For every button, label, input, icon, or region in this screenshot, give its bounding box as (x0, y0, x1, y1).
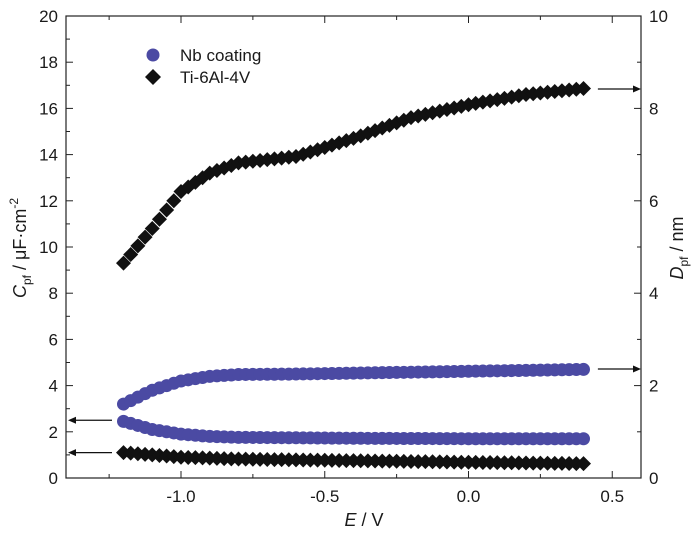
series-2 (116, 445, 591, 472)
y-left-tick-label: 18 (39, 53, 58, 72)
x-tick-label: 0.5 (600, 487, 624, 506)
x-axis-title: E / V (344, 510, 383, 530)
tick-marks (66, 15, 641, 479)
data-point (166, 193, 182, 209)
y-left-tick-label: 2 (49, 423, 58, 442)
y-left-axis-title: Cpf / μF·cm-2 (7, 198, 34, 298)
data-point (159, 202, 175, 218)
y-right-tick-label: 6 (649, 192, 658, 211)
y-right-tick-label: 8 (649, 99, 658, 118)
data-point (576, 456, 591, 472)
y-right-tick-label: 0 (649, 469, 658, 488)
x-tick-label: -1.0 (166, 487, 195, 506)
data-point (577, 432, 590, 446)
y-left-tick-label: 14 (39, 146, 58, 165)
y-left-tick-label: 6 (49, 330, 58, 349)
y-right-tick-label: 2 (649, 377, 658, 396)
data-point (137, 229, 153, 245)
arrow-right-ti-dpf-head (633, 85, 641, 93)
tick-labels: -1.0 -0.5 0.0 0.5 0 2 4 6 8 10 12 14 16 18 20 0 2 4 6 8 10 (39, 7, 668, 506)
legend-label-ti6al4v: Ti-6Al-4V (180, 68, 251, 87)
arrow-left-nb-cpf-head (68, 416, 76, 424)
series-0 (117, 414, 590, 446)
arrow-right-nb-dpf-head (633, 365, 641, 373)
legend-marker-nb-coating (146, 48, 160, 62)
y-left-tick-label: 8 (49, 284, 58, 303)
annotation-arrows (68, 85, 641, 457)
y-left-tick-label: 10 (39, 238, 58, 257)
data-point (577, 362, 590, 376)
data-point (130, 238, 146, 254)
y-left-tick-label: 12 (39, 192, 58, 211)
data-point (576, 81, 591, 97)
legend-marker-ti6al4v (145, 69, 161, 85)
series-3 (116, 81, 591, 271)
y-right-tick-label: 4 (649, 284, 658, 303)
y-right-tick-label: 10 (649, 7, 668, 26)
data-point (123, 247, 139, 263)
y-left-tick-label: 16 (39, 99, 58, 118)
legend-label-nb-coating: Nb coating (180, 46, 261, 65)
y-left-tick-label: 20 (39, 7, 58, 26)
data-marks (116, 81, 591, 472)
series-1 (117, 362, 590, 411)
data-point (116, 255, 131, 271)
y-left-tick-label: 4 (49, 377, 58, 396)
data-point (144, 221, 160, 237)
y-left-tick-label: 0 (49, 469, 58, 488)
x-tick-label: 0.0 (457, 487, 481, 506)
arrow-left-ti-cpf-head (68, 449, 76, 457)
x-tick-label: -0.5 (310, 487, 339, 506)
data-point (151, 211, 167, 227)
y-right-axis-title: Dpf / nm (667, 216, 691, 279)
legend: Nb coating Ti-6Al-4V (145, 46, 261, 87)
